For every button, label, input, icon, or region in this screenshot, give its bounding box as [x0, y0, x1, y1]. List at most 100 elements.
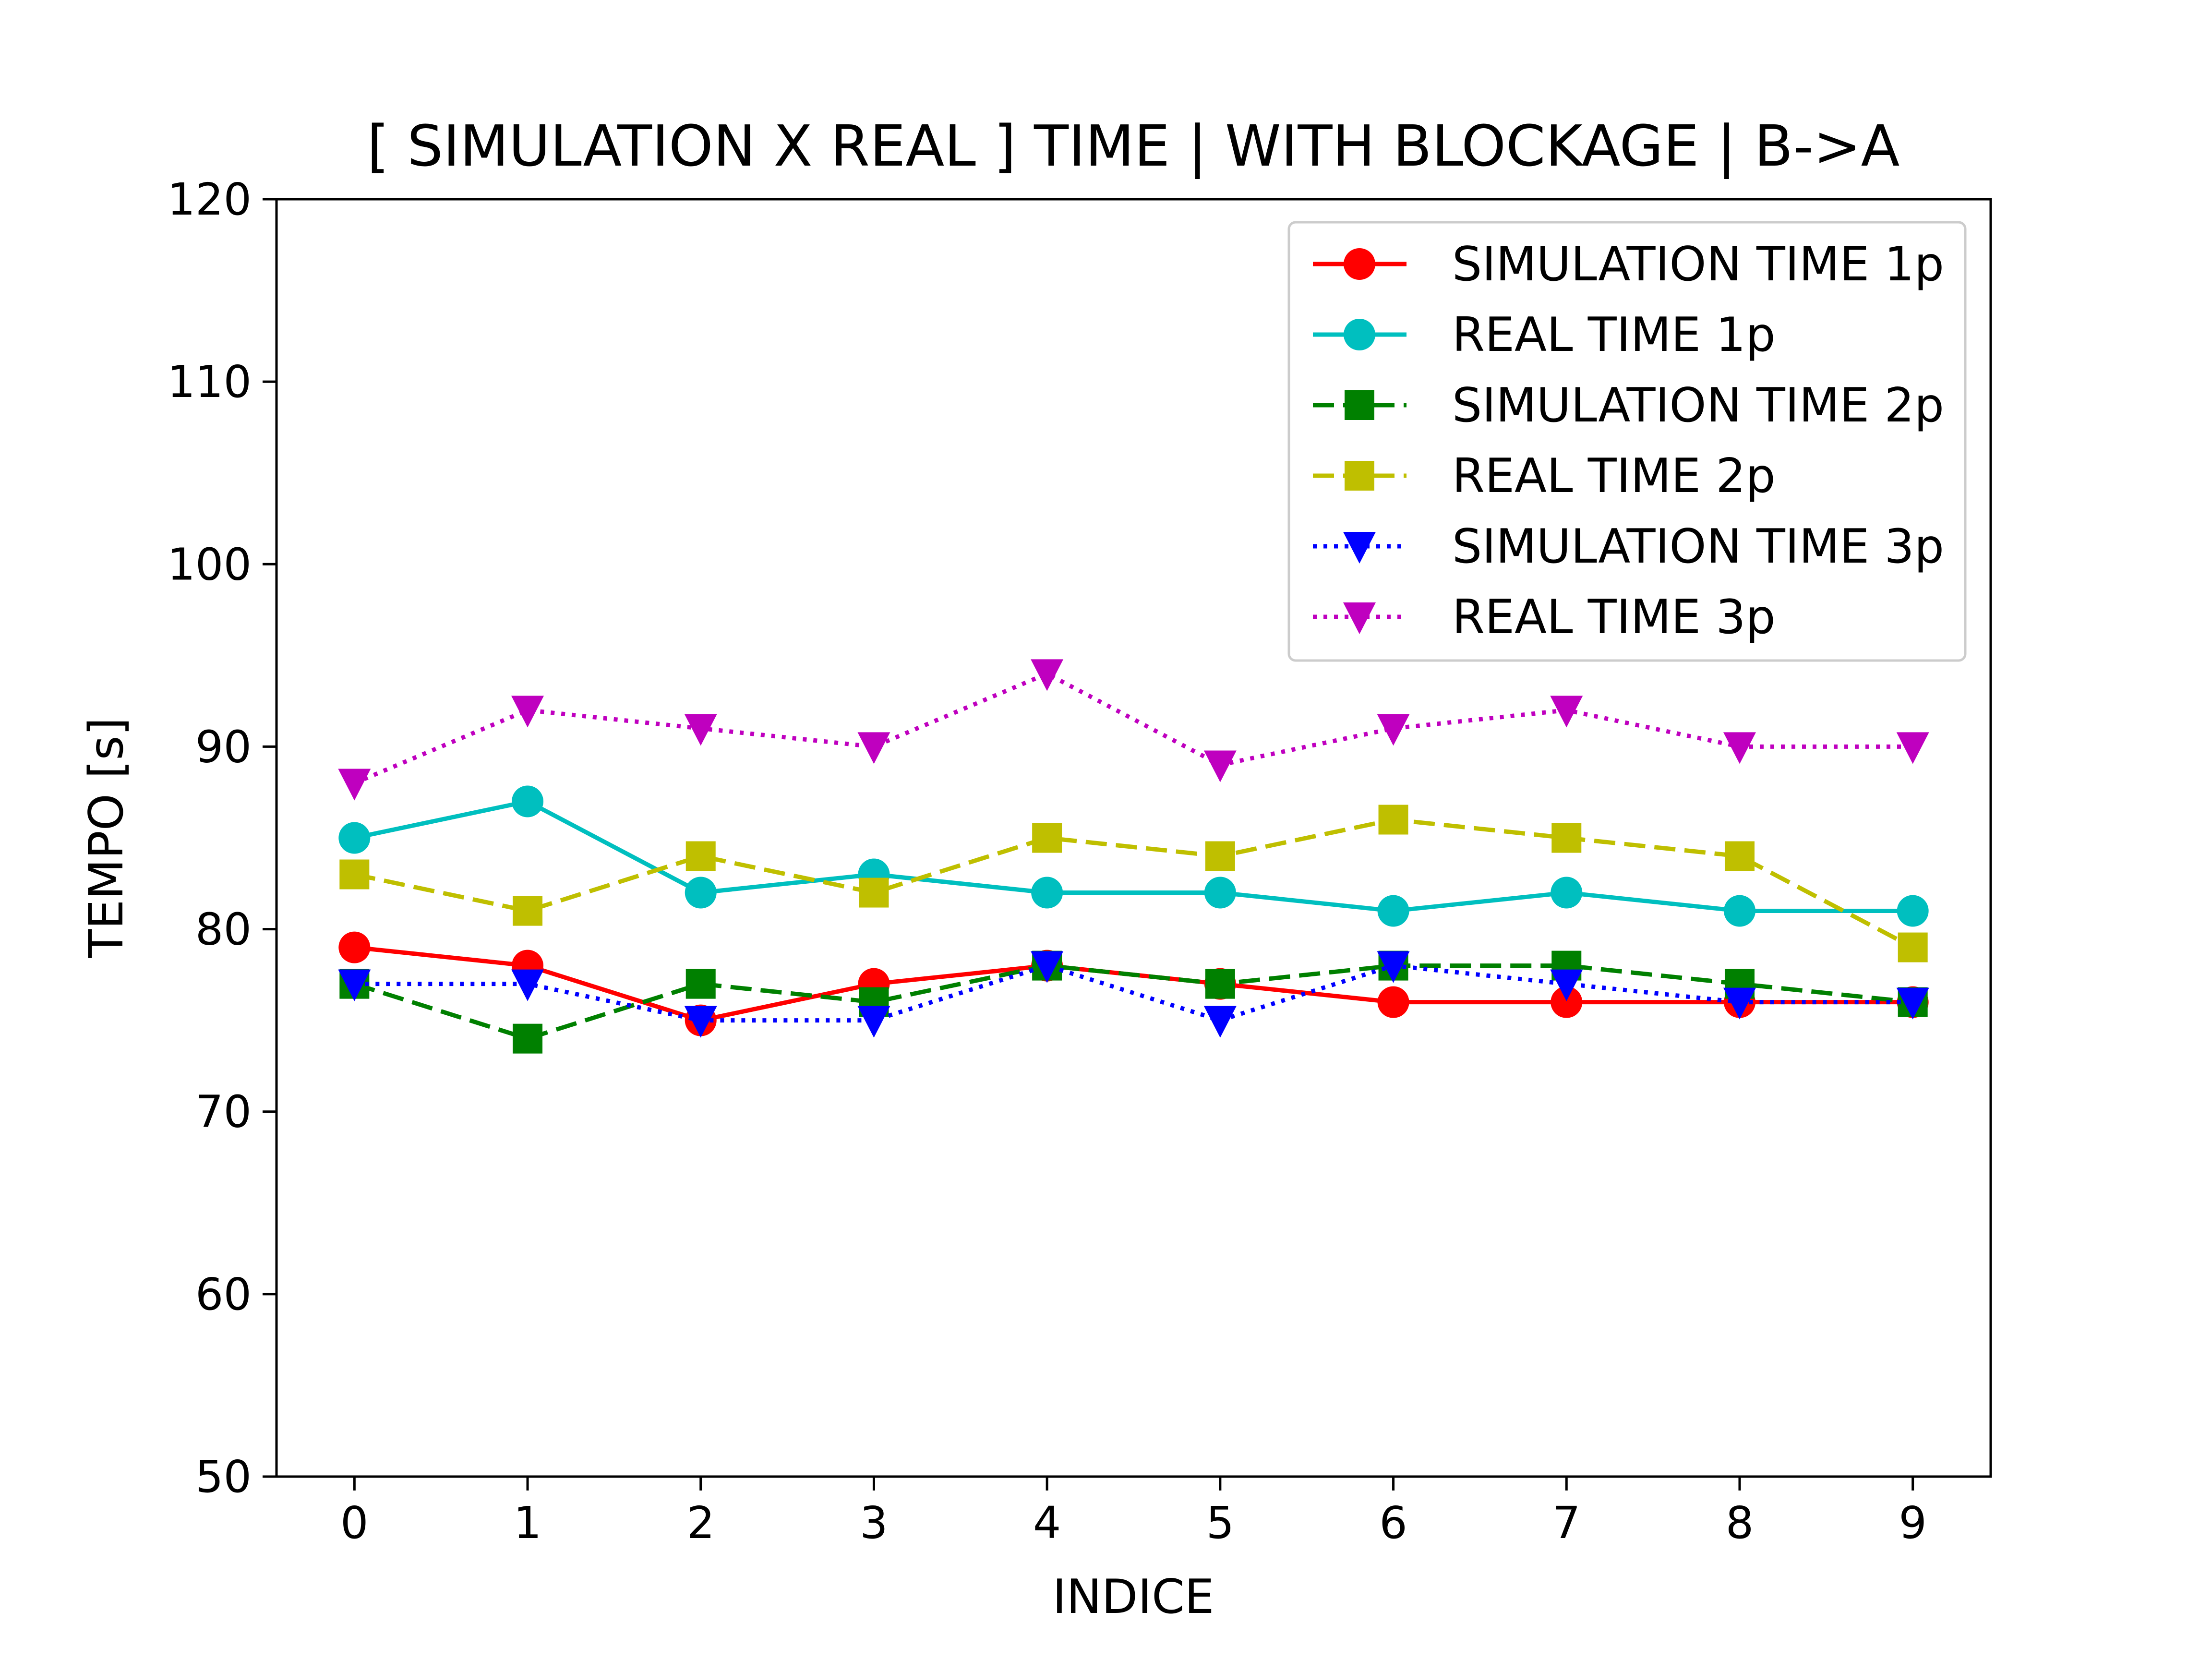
- data-point: [1723, 987, 1756, 1020]
- data-point: [1205, 841, 1235, 871]
- legend-item: REAL TIME 1p: [1313, 308, 1776, 362]
- y-axis-label: TEMPO [s]: [79, 717, 134, 958]
- data-point: [1203, 1006, 1237, 1038]
- y-tick-label: 100: [167, 539, 252, 590]
- series-4: [339, 805, 1928, 962]
- data-point: [1897, 895, 1929, 927]
- data-point: [338, 822, 371, 854]
- legend-label: REAL TIME 3p: [1452, 590, 1776, 645]
- x-tick-label: 8: [1726, 1497, 1754, 1549]
- data-point: [685, 969, 716, 999]
- data-point: [1898, 932, 1928, 962]
- legend-label: SIMULATION TIME 1p: [1452, 237, 1944, 292]
- data-point: [1378, 805, 1408, 835]
- legend-marker: [1343, 532, 1376, 564]
- x-tick-label: 5: [1206, 1497, 1235, 1549]
- x-axis-ticks: 0 1 2 3 4 5 6 7 8 9: [340, 1477, 1927, 1549]
- x-tick-label: 1: [514, 1497, 542, 1549]
- data-point: [857, 732, 890, 764]
- series-line: [354, 817, 1914, 950]
- legend-label: REAL TIME 2p: [1452, 449, 1776, 504]
- data-point: [684, 1006, 717, 1038]
- y-axis-ticks: 50 60 70 80 90 100 110 120: [167, 174, 276, 1503]
- y-tick-label: 90: [195, 721, 252, 772]
- data-point: [685, 841, 716, 871]
- y-tick-label: 110: [167, 356, 252, 408]
- y-tick-label: 60: [195, 1269, 252, 1320]
- data-point: [685, 877, 717, 909]
- legend-item: SIMULATION TIME 2p: [1313, 378, 1944, 433]
- data-point: [1550, 969, 1583, 1001]
- x-axis-label: INDICE: [1053, 1570, 1214, 1624]
- legend-marker: [1344, 319, 1375, 350]
- data-point: [513, 896, 543, 926]
- data-point: [1377, 895, 1409, 927]
- data-point: [513, 1023, 543, 1054]
- data-point: [1032, 823, 1062, 853]
- data-point: [338, 769, 371, 801]
- data-point: [1377, 986, 1409, 1018]
- x-tick-label: 9: [1899, 1497, 1927, 1549]
- data-point: [1551, 986, 1583, 1018]
- data-point: [1205, 969, 1235, 999]
- x-tick-label: 7: [1552, 1497, 1581, 1549]
- legend-item: SIMULATION TIME 1p: [1313, 237, 1944, 292]
- x-tick-label: 4: [1033, 1497, 1061, 1549]
- data-point: [1723, 732, 1756, 764]
- data-point: [338, 931, 371, 963]
- data-point: [511, 696, 544, 728]
- series-line: [353, 963, 1913, 1041]
- y-tick-label: 70: [195, 1086, 252, 1138]
- data-point: [1896, 732, 1929, 764]
- data-point: [1203, 750, 1237, 782]
- x-tick-label: 3: [860, 1497, 888, 1549]
- legend-marker: [1343, 602, 1376, 634]
- data-point: [857, 1006, 890, 1038]
- data-point: [1377, 951, 1410, 983]
- legend-item: SIMULATION TIME 3p: [1313, 519, 1944, 574]
- legend-marker: [1345, 390, 1374, 420]
- data-point: [1204, 877, 1236, 909]
- series-line: [354, 963, 1913, 1023]
- series-line: [354, 799, 1913, 914]
- data-point: [684, 714, 717, 746]
- y-tick-label: 120: [167, 174, 252, 225]
- data-point: [1031, 877, 1063, 909]
- x-tick-label: 6: [1379, 1497, 1407, 1549]
- data-point: [512, 785, 544, 817]
- data-point: [1896, 987, 1929, 1020]
- series-5: [338, 951, 1929, 1038]
- legend: SIMULATION TIME 1p REAL TIME 1p SIMULATION…: [1287, 221, 1967, 662]
- series-2: [338, 785, 1929, 927]
- data-point: [338, 969, 371, 1001]
- series-6: [338, 659, 1929, 801]
- y-tick-label: 80: [195, 904, 252, 955]
- legend-items: SIMULATION TIME 1p REAL TIME 1p SIMULATION…: [1313, 237, 1944, 645]
- series-layer: [338, 659, 1929, 1054]
- data-point: [339, 859, 370, 890]
- legend-marker: [1345, 461, 1374, 491]
- data-point: [859, 878, 889, 908]
- legend-item: REAL TIME 2p: [1313, 449, 1776, 504]
- legend-label: REAL TIME 1p: [1452, 308, 1776, 362]
- chart-title: [ SIMULATION X REAL ] TIME | WITH BLOCKA…: [367, 113, 1900, 179]
- x-tick-label: 0: [340, 1497, 369, 1549]
- legend-label: SIMULATION TIME 3p: [1452, 519, 1944, 574]
- data-point: [1550, 696, 1583, 728]
- plot-frame: [275, 198, 1992, 1478]
- legend-label: SIMULATION TIME 2p: [1452, 378, 1944, 433]
- data-point: [1031, 951, 1064, 983]
- data-point: [1551, 877, 1583, 909]
- legend-marker: [1344, 248, 1375, 280]
- data-point: [1031, 659, 1064, 691]
- legend-box: [1287, 221, 1967, 662]
- data-point: [1724, 841, 1755, 871]
- x-tick-label: 2: [686, 1497, 715, 1549]
- series-line: [353, 671, 1913, 785]
- data-point: [1551, 823, 1582, 853]
- data-point: [1723, 895, 1755, 927]
- data-point: [1377, 714, 1410, 746]
- legend-item: REAL TIME 3p: [1313, 590, 1776, 645]
- data-point: [511, 969, 544, 1001]
